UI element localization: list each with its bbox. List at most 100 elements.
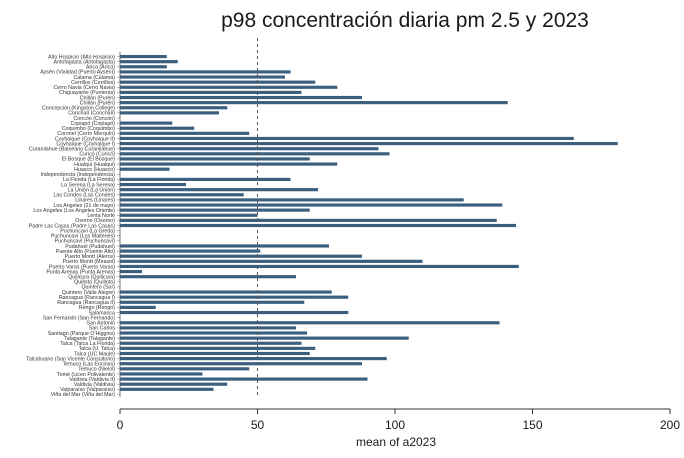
category-label: Antofagasta (Antofagasta): [53, 59, 115, 65]
category-label: Concepción (Kingston College): [42, 106, 115, 112]
bar: [120, 208, 310, 212]
category-label: Padre Las Casas (Padre Las Casas): [29, 223, 115, 229]
bar: [120, 152, 390, 156]
category-label: Cerro Navia (Cerro Navia): [53, 85, 115, 91]
category-label: Las Condes (Las Condes): [53, 193, 115, 199]
category-label: Calama (Calama): [73, 75, 115, 81]
category-label: Puerto Montt (Alerce): [65, 254, 116, 260]
bar: [120, 372, 203, 376]
category-label: Quintero (Valle Alegre): [62, 290, 115, 296]
bar: [120, 254, 362, 258]
bar: [120, 60, 178, 64]
bar: [120, 90, 302, 94]
bar: [120, 177, 291, 182]
x-tick-label: 200: [660, 418, 680, 432]
bar: [120, 157, 310, 161]
category-label: Santiago (Parque O'Higgins): [48, 331, 115, 337]
category-label: Chillán (Purén): [80, 95, 116, 101]
category-label: Quintero (Sur): [81, 285, 115, 291]
chart-title: p98 concentración diaria pm 2.5 y 2023: [221, 9, 589, 32]
category-label: Puchuncaví (La Greda): [60, 228, 115, 234]
category-label: Puerto Varas (Puerto Varas): [49, 264, 115, 270]
category-label: Los Angeles (21 de mayo): [53, 203, 115, 209]
category-label: Huasco (Huasco): [74, 167, 115, 173]
category-label: Linares (Linares): [75, 198, 115, 204]
category-label: Cerrillos (Cerrillos): [71, 80, 115, 86]
category-label: Hualqui (Hualqui): [74, 162, 115, 168]
bar: [120, 321, 500, 325]
bar: [120, 85, 338, 89]
bar: [120, 101, 508, 105]
bar: [120, 126, 195, 130]
category-label: Aysén (Vialidad (Puerto Aysén)): [40, 70, 115, 76]
category-label: Quillota (Quillota): [74, 280, 115, 286]
category-label: Talca (U. Talca): [79, 346, 116, 352]
category-label: San Fernando (San Fernando): [43, 315, 115, 321]
category-labels: Alto Hospicio (Alto Hospicio)Antofagasta…: [26, 54, 115, 398]
category-label: Coquimbo (Coquimbo): [62, 126, 116, 132]
bar: [120, 244, 329, 248]
bar: [120, 367, 250, 371]
category-label: Coyhaique (Coyhaique I): [56, 141, 115, 147]
bar: [120, 300, 305, 304]
bar: [120, 357, 387, 361]
category-label: San Antonio: [86, 321, 115, 327]
bar: [120, 106, 228, 110]
bar: [120, 290, 332, 294]
bar: [120, 331, 307, 335]
bar: [120, 136, 574, 141]
bar: [120, 142, 618, 146]
bar: [120, 310, 349, 315]
category-label: Puchuncaví (Los Maitenes): [51, 234, 115, 240]
bar: [120, 147, 379, 151]
category-label: Conchalí (Conchalí): [68, 111, 115, 117]
category-label: Osorno (Osorno): [75, 218, 115, 224]
bar: [120, 65, 167, 69]
bar: [120, 336, 409, 340]
bar: [120, 95, 362, 100]
category-label: Rancagua (Rancagua I): [59, 295, 115, 301]
bar: [120, 188, 318, 192]
bar: [120, 131, 250, 135]
x-axis: 0 50 100 150 200: [117, 38, 680, 432]
category-label: Salamanca: [89, 310, 116, 316]
category-label: Los Angeles (Los Angeles Oriente): [33, 208, 115, 214]
bar: [120, 377, 368, 381]
category-label: Pudahuel (Pudahuel): [65, 244, 115, 250]
category-label: Concón (Concón): [73, 116, 115, 122]
category-label: Alto Hospicio (Alto Hospicio): [48, 54, 115, 60]
x-tick-label: 100: [385, 418, 405, 432]
bar: [120, 54, 167, 59]
bar: [120, 275, 296, 279]
category-label: Puente Alto (Puente Alto): [56, 249, 115, 255]
bar: [120, 249, 261, 253]
category-label: Coronel (Cerro Merquín): [57, 131, 115, 137]
bar: [120, 264, 519, 269]
bar: [120, 341, 302, 345]
bar: [120, 80, 316, 84]
x-tick-label: 50: [251, 418, 265, 432]
category-label: Temuco (Las Encinas): [63, 362, 116, 368]
bar: [120, 70, 291, 74]
category-label: Puchuncaví (Puchuncaví): [55, 239, 116, 245]
bar: [120, 295, 349, 299]
category-label: Talca (Talca La Florida): [60, 341, 115, 347]
category-label: Arica (Arica): [86, 65, 115, 71]
category-label: Rancagua (Rancagua II): [57, 300, 115, 306]
bar: [120, 269, 142, 274]
bars-layer: [120, 54, 618, 391]
bar: [120, 203, 503, 207]
category-label: Viña del Mar (Viña del Mar): [51, 392, 116, 398]
bar: [120, 326, 296, 330]
x-axis-label: mean of a2023: [356, 435, 436, 449]
category-label: Lenta Norte: [87, 213, 115, 219]
category-label: Valparaíso (Valparaíso): [60, 387, 115, 393]
bar: [120, 162, 338, 166]
category-label: San Carlos: [89, 326, 116, 332]
bar: [120, 346, 316, 350]
category-label: Quilicura (Quilicura): [68, 274, 115, 280]
category-label: Puerto Montt (Mirasol): [63, 259, 116, 265]
bar: [120, 111, 219, 115]
